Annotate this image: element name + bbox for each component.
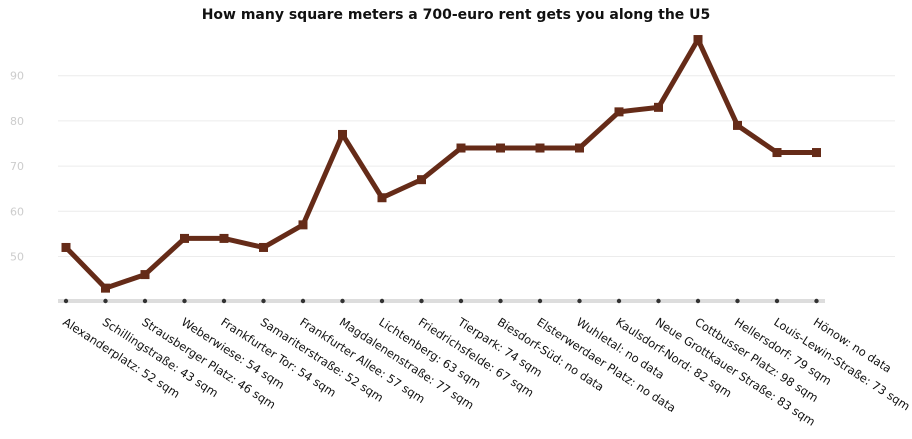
data-series [61, 35, 821, 293]
x-axis-tick-dot [63, 298, 69, 304]
y-tick-labels: 50 60 70 80 90 [10, 70, 24, 264]
y-tick-label-60: 60 [10, 205, 24, 218]
x-axis-tick-dot [735, 298, 740, 304]
x-axis-tick-dot [261, 298, 266, 304]
x-axis-tick-dot [379, 298, 385, 304]
x-axis-tick-dot [814, 298, 819, 304]
x-axis-tick-dot [577, 298, 582, 304]
x-axis-tick-dot [774, 298, 780, 304]
data-point [496, 143, 505, 153]
x-axis-tick-dot [498, 298, 503, 304]
x-axis-tick-dot [537, 298, 543, 304]
data-point [140, 270, 150, 280]
data-point [693, 35, 703, 45]
data-point [298, 220, 308, 230]
x-axis-tick-dot [221, 298, 227, 304]
x-axis-tick-dot [695, 298, 701, 304]
x-axis-tick-dot [419, 298, 424, 304]
data-point [219, 233, 229, 243]
data-point [338, 129, 347, 139]
x-axis-tick-dot [142, 298, 148, 304]
series-line [63, 37, 819, 291]
y-tick-label-90: 90 [10, 70, 24, 83]
data-point [733, 120, 742, 130]
y-tick-label-50: 50 [10, 251, 24, 264]
chart-title: How many square meters a 700-euro rent g… [202, 7, 711, 23]
data-point [654, 102, 663, 112]
x-axis-tick-dot [103, 298, 108, 304]
x-axis-tick-dot [656, 298, 661, 304]
x-axis-tick-dot [300, 298, 306, 304]
data-point [575, 143, 584, 153]
data-point [772, 148, 782, 158]
data-point [614, 107, 624, 117]
x-axis [58, 298, 825, 304]
x-axis-tick-dot [340, 298, 345, 304]
x-axis-tick-dot [182, 298, 187, 304]
data-point [61, 242, 71, 252]
data-point [259, 242, 268, 252]
y-tick-label-70: 70 [10, 160, 24, 173]
y-tick-label-80: 80 [10, 115, 24, 128]
data-point [180, 233, 189, 243]
data-point [101, 283, 110, 293]
x-axis-tick-dot [458, 298, 464, 304]
data-point [812, 148, 821, 158]
x-axis-tick-dot [616, 298, 622, 304]
y-gridlines [58, 75, 895, 257]
data-point [456, 143, 466, 153]
data-point [377, 193, 387, 203]
data-point [417, 175, 426, 185]
data-point [535, 143, 545, 153]
